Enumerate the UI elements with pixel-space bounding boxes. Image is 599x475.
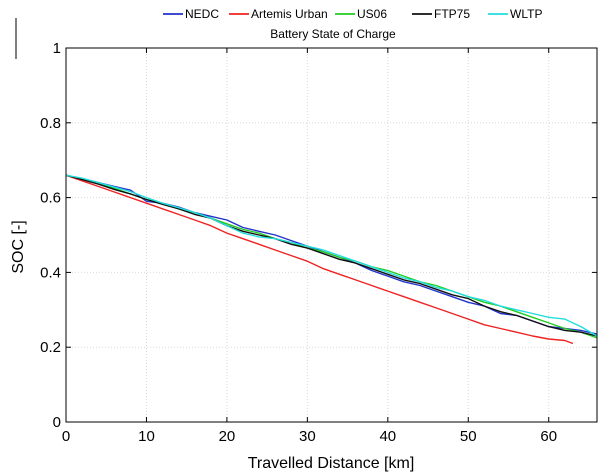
x-tick-label: 10 [138,428,155,445]
legend-label: US06 [357,7,387,21]
legend: NEDC Artemis Urban US06 FTP75 WLTP [163,7,542,21]
y-tick-label: 0.8 [40,115,61,132]
legend-label: WLTP [510,7,542,21]
y-axis-label: SOC [-] [10,220,27,273]
legend-label: Artemis Urban [251,7,328,21]
y-axis-ticks: 0 0.2 0.4 0.6 0.8 1 [40,40,597,431]
series-line-wltp [65,174,598,337]
y-tick-label: 0.4 [40,264,61,281]
x-tick-label: 60 [540,428,557,445]
plot-frame [65,47,598,423]
grid [66,48,597,422]
y-tick-label: 1 [53,40,61,57]
series-group [65,174,598,345]
x-axis-label: Travelled Distance [km] [248,455,415,472]
x-tick-label: 20 [219,428,236,445]
series-line-ftp75 [65,174,598,337]
x-tick-label: 40 [379,428,396,445]
x-tick-label: 30 [299,428,316,445]
x-tick-label: 0 [62,428,70,445]
legend-label: FTP75 [434,7,470,21]
chart-title: Battery State of Charge [270,27,396,41]
y-tick-label: 0 [53,414,61,431]
x-axis-ticks: 0 10 20 30 40 50 60 [62,48,557,445]
x-tick-label: 50 [460,428,477,445]
y-tick-label: 0.2 [40,339,61,356]
y-tick-label: 0.6 [40,190,61,207]
series-line-artemis-urban [65,174,574,345]
legend-label: NEDC [185,7,219,21]
